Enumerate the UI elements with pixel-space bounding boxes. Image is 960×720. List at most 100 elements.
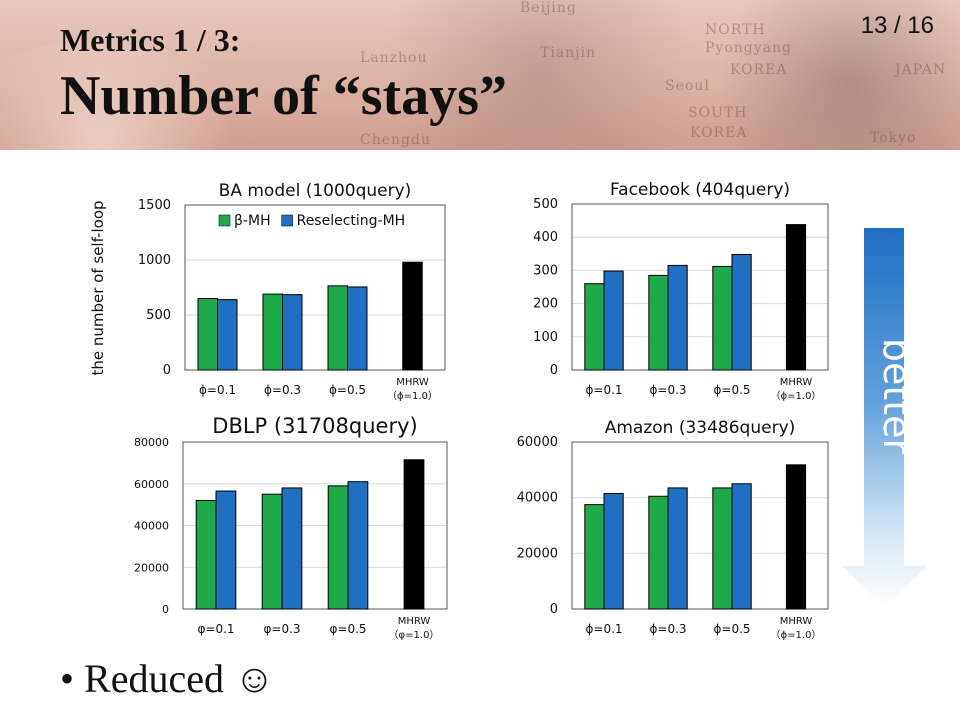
bar [667,487,688,610]
bar [197,298,218,371]
bar [785,464,807,610]
y-tick-label: 500 [533,197,558,212]
bar [347,286,368,371]
bar [712,265,733,371]
x-tick-sublabel: （ϕ=1.0） [387,390,438,402]
x-tick-label: ϕ=0.1 [585,622,622,636]
better-arrow: better [842,228,928,608]
bullet-point: • Reduced ☺ [60,655,275,702]
bar [282,294,303,371]
x-tick-label: ϕ=0.1 [585,383,622,397]
x-tick-label: MHRW [780,377,813,388]
header-banner: Beijing NORTH Pyongyang KOREA JAPAN Tian… [0,0,960,150]
bar [261,493,283,610]
bar [403,459,425,610]
slide-title: Number of “stays” [60,65,507,127]
map-label: Tianjin [540,45,597,61]
legend-swatch [281,214,293,227]
arrow-shape [842,228,928,608]
legend-label: β-MH [234,213,271,229]
bar [584,504,605,610]
chart-3: 0 20000 40000 60000 Amazon (33486query) ϕ=0.1… [517,418,829,641]
x-tick-label: MHRW [396,377,429,388]
x-tick-label: φ=0.5 [329,622,366,636]
bar [785,224,807,371]
bar [603,492,624,610]
better-label: better [875,338,919,455]
slide-subtitle: Metrics 1 / 3: [60,22,241,58]
map-label: Pyongyang [705,40,792,56]
bar [347,481,369,610]
chart-title: Facebook (404query) [610,180,790,200]
y-tick-label: 60000 [134,478,169,491]
bar [195,499,217,610]
y-tick-label: 400 [533,230,558,245]
y-axis-label: the number of self-loop [89,200,107,375]
bar [712,487,733,610]
y-tick-label: 0 [550,363,558,378]
bar [648,495,669,610]
chart-0: 0 500 1000 1500 BA model (1000query) ϕ=0.1 ϕ=0… [138,181,446,402]
bullet-dot: • [60,656,85,701]
x-tick-sublabel: （ϕ=1.0） [771,390,822,402]
x-tick-sublabel: （φ=1.0） [389,629,440,641]
y-tick-label: 20000 [517,546,558,561]
y-tick-label: 20000 [134,561,169,574]
y-tick-label: 500 [146,308,171,323]
x-tick-label: ϕ=0.5 [329,383,366,397]
y-tick-label: 1500 [138,198,171,213]
bar [327,285,348,371]
chart-title: BA model (1000query) [219,181,412,201]
y-tick-label: 60000 [517,435,558,450]
x-tick-label: φ=0.1 [197,622,234,636]
x-tick-label: ϕ=0.5 [713,622,750,636]
y-tick-label: 0 [162,603,169,616]
x-tick-label: MHRW [780,616,813,627]
bar [603,270,624,371]
y-tick-label: 0 [550,602,558,617]
bullet-text: Reduced ☺ [84,656,275,701]
map-label: JAPAN [895,62,947,78]
chart-title: DBLP (31708query) [212,414,417,438]
y-tick-label: 40000 [517,491,558,506]
map-label: SOUTH [688,105,748,121]
map-label: Tokyo [870,130,917,146]
y-tick-label: 40000 [134,520,169,533]
x-tick-label: ϕ=0.3 [649,383,686,397]
bar [217,299,238,371]
bar [262,293,283,371]
bar [667,264,688,371]
map-label: KOREA [690,125,748,141]
slide-number: 13 / 16 [860,12,934,39]
chart-2: 0 20000 40000 60000 80000 DBLP (31708query) φ=… [134,414,448,641]
plot-frame [571,203,829,371]
y-tick-label: 80000 [134,436,169,449]
map-label: NORTH [705,22,766,38]
bar [327,485,349,610]
bar [215,490,237,610]
map-label: Chengdu [360,132,431,148]
y-tick-label: 0 [163,363,171,378]
x-tick-label: φ=0.3 [263,622,300,636]
map-label: Lanzhou [360,50,428,66]
legend-swatch [218,214,231,227]
bar [402,261,423,371]
x-tick-label: ϕ=0.3 [264,383,301,397]
legend-label: Reselecting-MH [297,213,406,229]
x-tick-sublabel: （ϕ=1.0） [771,629,822,641]
x-tick-label: ϕ=0.3 [649,622,686,636]
y-tick-label: 300 [533,263,558,278]
plot-frame [184,204,446,371]
y-tick-label: 100 [533,330,558,345]
map-label: Beijing [520,0,577,16]
map-label: KOREA [730,62,788,78]
x-tick-label: ϕ=0.5 [713,383,750,397]
y-tick-label: 1000 [138,253,171,268]
plot-frame [182,441,448,610]
plot-frame [571,441,829,610]
chart-1: 0 100 200 300 400 500 Facebook (404query) ϕ=0.1… [533,180,829,402]
chart-title: Amazon (33486query) [605,418,796,438]
bar [584,283,605,371]
bar [731,483,752,610]
